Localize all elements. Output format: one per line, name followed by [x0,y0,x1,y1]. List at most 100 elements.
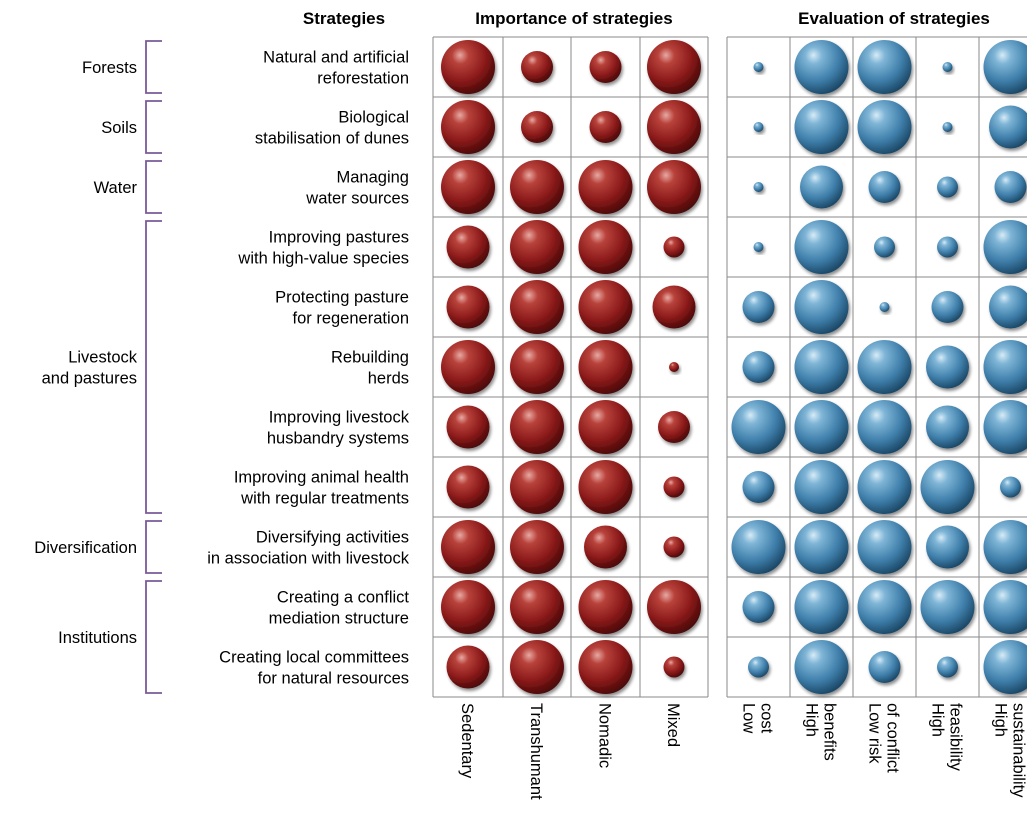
importance-bubble-9-nomadic [584,526,627,569]
evaluation-bubble-7-high-sustainability [984,400,1027,454]
evaluation-bubble-5-high-sustainability [989,286,1027,329]
evaluation-bubble-9-low-risk-of-conflict [858,520,912,574]
evaluation-bubble-7-low-cost [732,400,786,454]
evaluation-bubble-6-high-feasibility [926,346,969,389]
evaluation-bubble-1-low-cost [754,62,764,72]
importance-bubble-6-transhumant [510,340,564,394]
importance-bubble-2-mixed [647,100,701,154]
group-bracket-water [146,161,162,213]
importance-bubble-8-sedentary [447,466,490,509]
importance-bubble-6-mixed [669,362,679,372]
evaluation-bubble-1-low-risk-of-conflict [858,40,912,94]
evaluation-bubble-2-low-cost [754,122,764,132]
evaluation-bubble-3-high-benefits [800,166,843,209]
evaluation-bubble-4-high-sustainability [984,220,1027,274]
evaluation-bubble-5-low-cost [743,291,775,323]
evaluation-bubble-10-low-risk-of-conflict [858,580,912,634]
importance-bubble-5-nomadic [579,280,633,334]
importance-bubble-3-nomadic [579,160,633,214]
evaluation-bubble-8-high-feasibility [921,460,975,514]
group-bracket-livestock-and-pastures [146,221,162,513]
evaluation-bubble-9-high-feasibility [926,526,969,569]
importance-bubble-10-transhumant [510,580,564,634]
importance-bubble-11-nomadic [579,640,633,694]
importance-bubble-4-mixed [664,237,685,258]
importance-bubble-10-nomadic [579,580,633,634]
evaluation-bubble-4-high-feasibility [937,237,958,258]
evaluation-bubble-8-high-benefits [795,460,849,514]
evaluation-bubble-5-high-feasibility [932,291,964,323]
header-importance: Importance of strategies [475,9,672,28]
importance-bubble-10-sedentary [441,580,495,634]
evaluation-bubble-8-high-sustainability [1000,477,1021,498]
importance-bubble-11-mixed [664,657,685,678]
evaluation-bubble-6-low-cost [743,351,775,383]
header-strategies: Strategies [303,9,385,28]
header-evaluation: Evaluation of strategies [798,9,990,28]
importance-bubble-7-mixed [658,411,690,443]
evaluation-bubble-9-low-cost [732,520,786,574]
evaluation-bubble-1-high-benefits [795,40,849,94]
evaluation-bubble-5-low-risk-of-conflict [880,302,890,312]
evaluation-bubble-4-low-risk-of-conflict [874,237,895,258]
importance-bubble-9-sedentary [441,520,495,574]
evaluation-bubble-2-high-benefits [795,100,849,154]
evaluation-bubble-2-high-feasibility [943,122,953,132]
evaluation-bubble-2-high-sustainability [989,106,1027,149]
evaluation-bubble-9-high-sustainability [984,520,1027,574]
importance-column-label-nomadic: Nomadic [596,703,614,768]
importance-bubble-5-mixed [653,286,696,329]
evaluation-bubble-3-high-sustainability [995,171,1027,203]
importance-bubble-3-mixed [647,160,701,214]
evaluation-bubble-7-low-risk-of-conflict [858,400,912,454]
importance-bubble-7-nomadic [579,400,633,454]
evaluation-bubble-9-high-benefits [795,520,849,574]
importance-bubble-1-sedentary [441,40,495,94]
evaluation-column-label-high-sustainability: Highsustainability [992,703,1027,798]
evaluation-bubble-11-high-benefits [795,640,849,694]
importance-bubble-3-transhumant [510,160,564,214]
group-label-water: Water [94,179,138,197]
evaluation-bubble-10-low-cost [743,591,775,623]
evaluation-bubble-3-low-cost [754,182,764,192]
evaluation-bubble-11-high-feasibility [937,657,958,678]
group-bracket-forests [146,41,162,93]
importance-bubble-3-sedentary [441,160,495,214]
importance-bubble-2-sedentary [441,100,495,154]
evaluation-bubble-1-high-feasibility [943,62,953,72]
importance-bubble-7-transhumant [510,400,564,454]
evaluation-bubble-11-high-sustainability [984,640,1027,694]
importance-bubble-1-mixed [647,40,701,94]
importance-bubble-1-transhumant [521,51,553,83]
group-bracket-institutions [146,581,162,693]
evaluation-bubble-5-high-benefits [795,280,849,334]
importance-bubble-5-transhumant [510,280,564,334]
evaluation-column-label-high-benefits: Highbenefits [803,703,839,761]
evaluation-bubble-8-low-risk-of-conflict [858,460,912,514]
importance-bubble-6-nomadic [579,340,633,394]
evaluation-bubble-4-high-benefits [795,220,849,274]
importance-bubble-7-sedentary [447,406,490,449]
importance-bubble-11-transhumant [510,640,564,694]
group-label-soils: Soils [101,119,137,137]
evaluation-column-label-high-feasibility: Highfeasibility [929,703,965,772]
importance-bubble-2-transhumant [521,111,553,143]
evaluation-bubble-10-high-sustainability [984,580,1027,634]
evaluation-bubble-11-low-risk-of-conflict [869,651,901,683]
group-bracket-soils [146,101,162,153]
importance-bubble-9-mixed [664,537,685,558]
evaluation-bubble-6-high-sustainability [984,340,1027,394]
importance-bubble-11-sedentary [447,646,490,689]
evaluation-bubble-4-low-cost [754,242,764,252]
